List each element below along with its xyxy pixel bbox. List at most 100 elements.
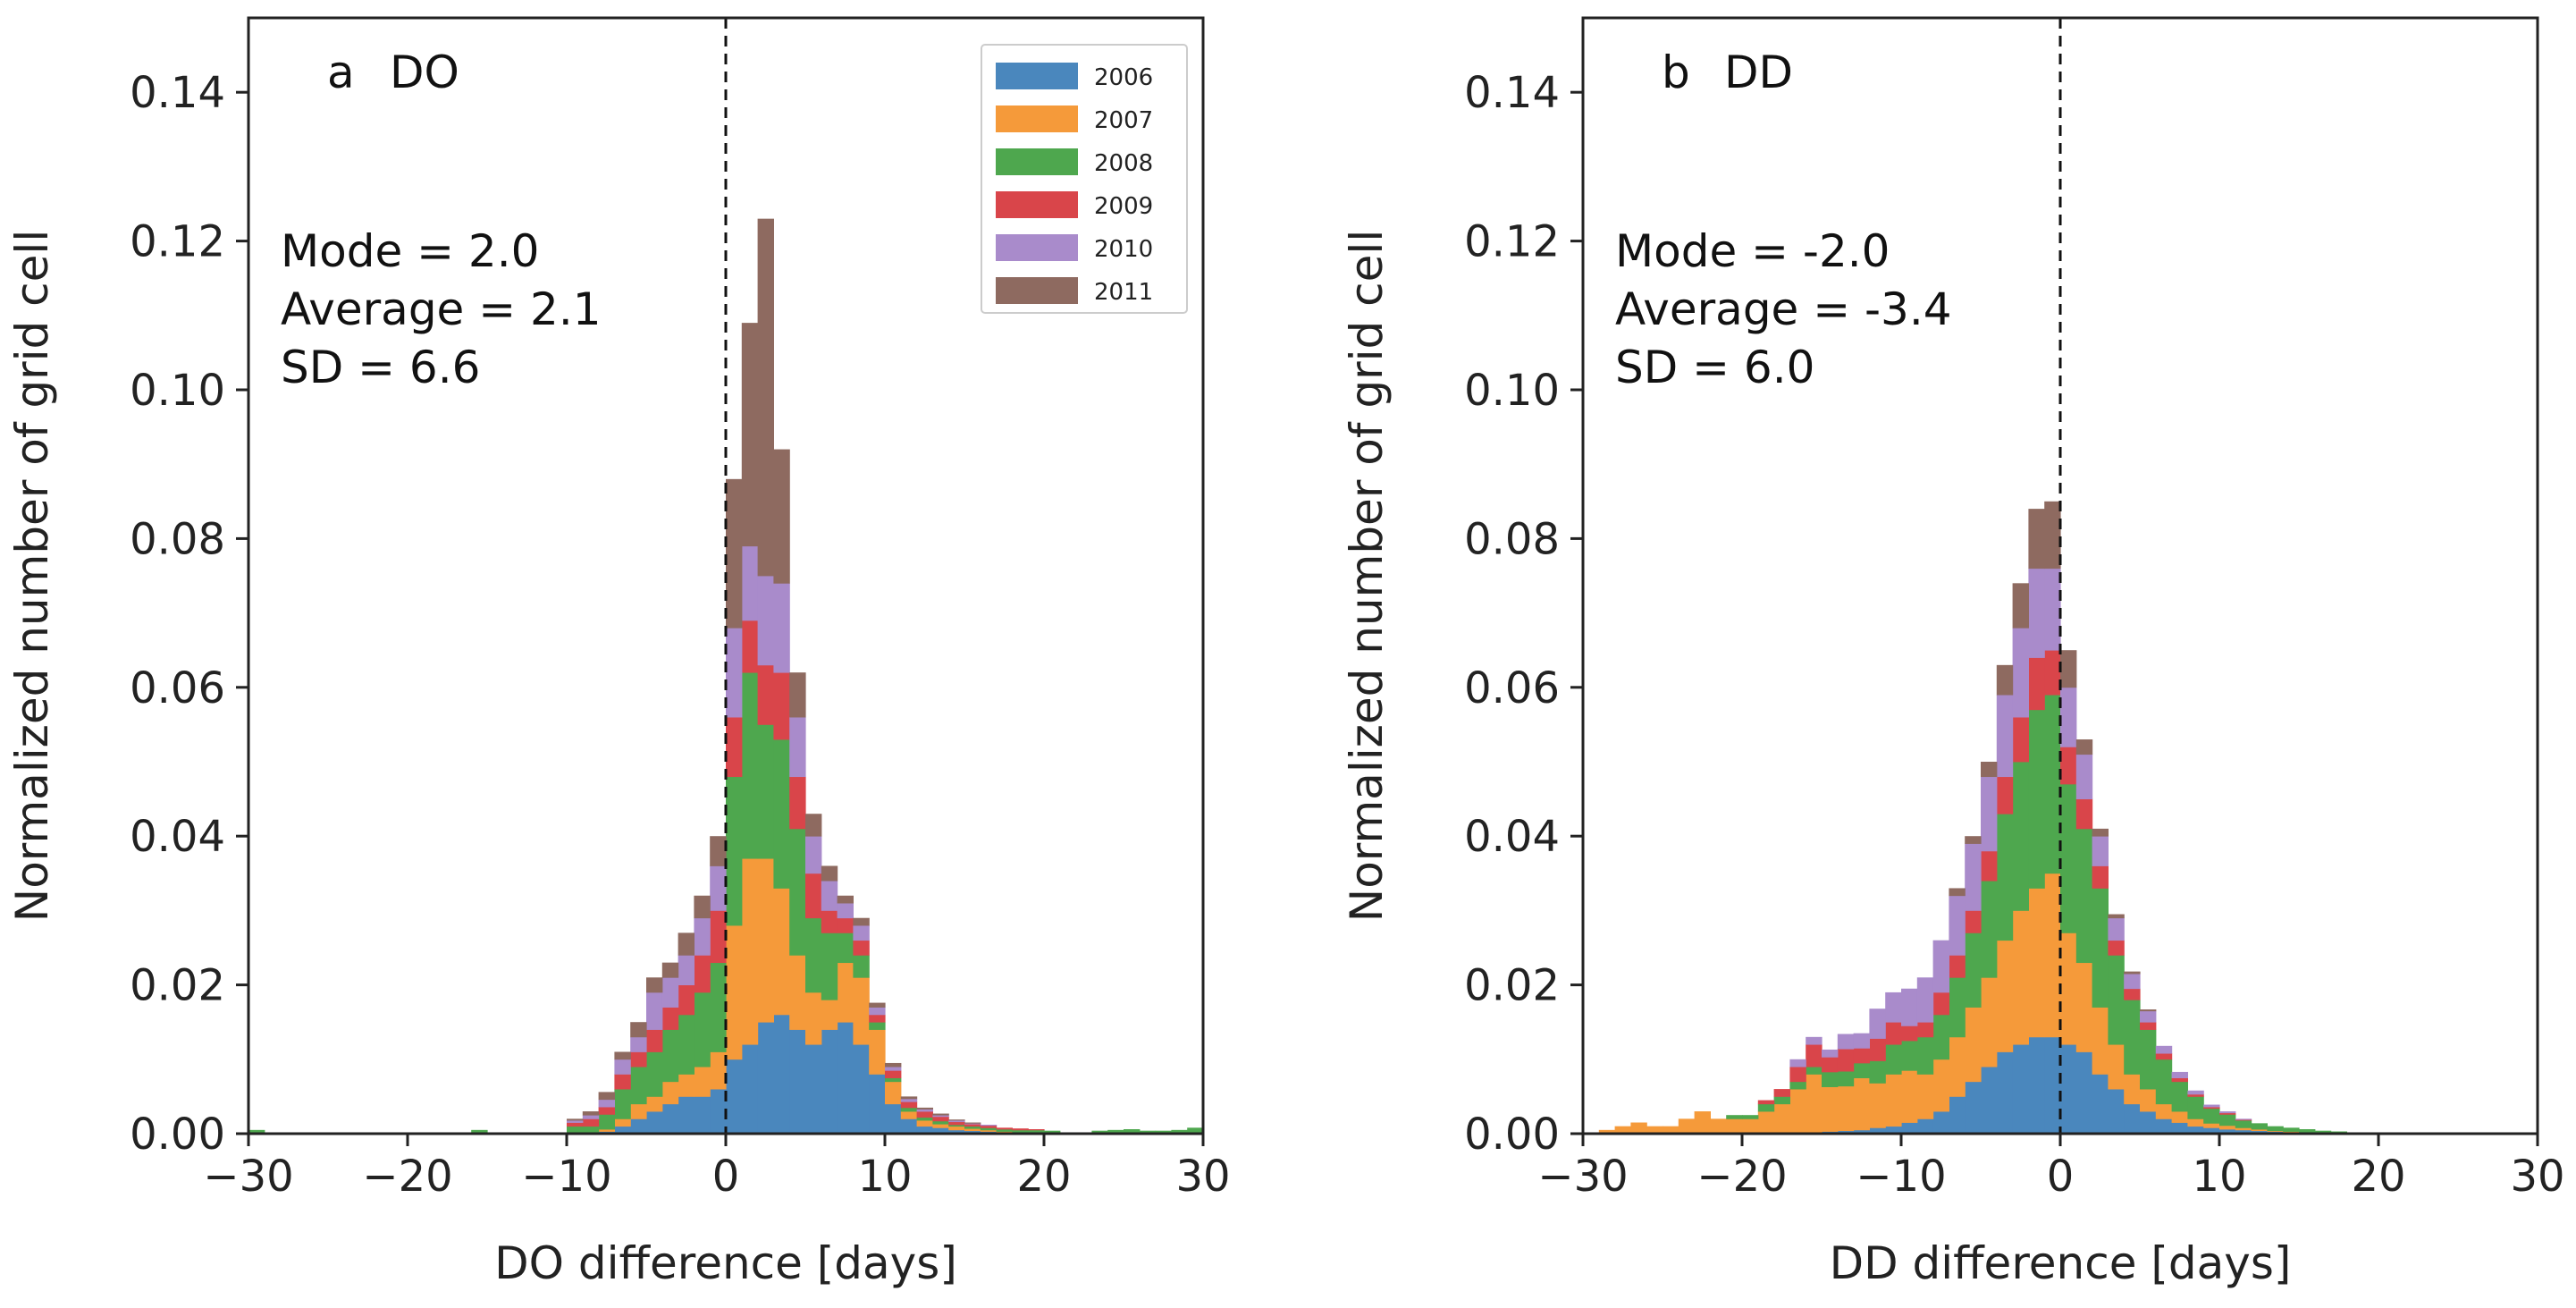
- x-tick-label: 20: [1016, 1152, 1071, 1202]
- bar-2007-bin--22: [1710, 1118, 1727, 1135]
- bar-2009-bin--3: [678, 984, 695, 1016]
- bar-2009-bin--13: [1853, 1048, 1870, 1064]
- bar-2009-bin--3: [2012, 717, 2029, 763]
- bar-2011-bin-5: [2140, 1009, 2157, 1012]
- bar-2006-bin--7: [1949, 1096, 1966, 1135]
- bar-2008-bin--5: [646, 1051, 663, 1097]
- bar-2008-bin--13: [1853, 1062, 1870, 1078]
- bar-2011-bin-12: [916, 1107, 933, 1110]
- bar-2007-bin--7: [614, 1118, 631, 1127]
- bar-2008-bin-2: [757, 724, 774, 859]
- x-tick-label: 10: [2192, 1152, 2246, 1202]
- bar-2009-bin-10: [2219, 1112, 2236, 1115]
- bar-2008-bin-12: [2251, 1123, 2268, 1130]
- bar-2010-bin--3: [678, 955, 695, 985]
- bar-2011-bin-1: [2075, 739, 2093, 755]
- bar-2011-bin-10: [885, 1062, 902, 1067]
- bar-2011-bin--6: [630, 1022, 647, 1038]
- bar-2011-bin--10: [567, 1118, 584, 1121]
- bar-2006-bin-8: [853, 1044, 870, 1135]
- bar-2009-bin-11: [900, 1101, 918, 1109]
- bar-2006-bin-11: [900, 1118, 918, 1135]
- bar-2008-bin-3: [2108, 955, 2125, 1045]
- bar-2008-bin-1: [741, 672, 759, 859]
- bar-2009-bin-18: [1012, 1128, 1029, 1131]
- bar-2006-bin-1: [2075, 1051, 2093, 1135]
- bar-2010-bin-8: [853, 925, 870, 941]
- bar-2009-bin-5: [805, 873, 822, 919]
- bar-2006-bin--5: [1981, 1067, 1998, 1135]
- bar-2008-bin--3: [678, 1014, 695, 1075]
- bar-2008-bin--7: [1949, 977, 1966, 1038]
- bar-2007-bin-12: [916, 1120, 933, 1127]
- bar-2011-bin-4: [2124, 971, 2141, 975]
- bar-2007-bin-5: [2140, 1089, 2157, 1112]
- bar-2009-bin--11: [1885, 1022, 1902, 1045]
- bar-2008-bin-11: [900, 1107, 918, 1112]
- bar-2006-bin--8: [1932, 1111, 1949, 1135]
- y-tick-label: 0.00: [130, 1110, 225, 1160]
- y-tick-label: 0.14: [130, 68, 225, 118]
- x-tick-label: −20: [1696, 1152, 1787, 1202]
- bar-2008-bin-2: [2092, 888, 2109, 1008]
- bar-2006-bin--5: [646, 1111, 663, 1135]
- bar-2010-bin--1: [2044, 568, 2061, 651]
- bar-2009-bin--15: [1822, 1057, 1839, 1073]
- legend-label-2011: 2011: [1094, 279, 1153, 306]
- stat-mode: Mode = -2.0: [1615, 225, 1890, 277]
- bar-2007-bin-7: [2171, 1111, 2188, 1123]
- bar-2011-bin-6: [821, 865, 838, 882]
- bar-2010-bin-13: [932, 1115, 949, 1118]
- bar-2011-bin-4: [789, 672, 806, 718]
- bar-2006-bin--4: [661, 1103, 679, 1135]
- y-tick-label: 0.00: [1464, 1110, 1560, 1160]
- legend-label-2008: 2008: [1094, 150, 1153, 177]
- bar-2010-bin-7: [837, 903, 854, 919]
- bar-2008-bin-29: [1187, 1127, 1204, 1135]
- bar-2009-bin--9: [1916, 1022, 1934, 1038]
- y-tick-label: 0.10: [130, 366, 225, 416]
- bar-2010-bin-16: [980, 1125, 998, 1127]
- bar-2008-bin--6: [1965, 932, 1982, 1008]
- bar-2006-bin-2: [757, 1022, 774, 1135]
- bar-2007-bin-4: [789, 955, 806, 1030]
- bar-2008-bin--15: [1822, 1071, 1839, 1087]
- y-tick-label: 0.04: [130, 812, 225, 862]
- bar-2010-bin--8: [1932, 940, 1949, 993]
- bar-2006-bin-6: [2155, 1118, 2173, 1135]
- bar-2008-bin--7: [614, 1089, 631, 1119]
- bar-2006-bin--9: [1916, 1118, 1934, 1135]
- bar-2009-bin-0: [2060, 747, 2077, 785]
- bar-2011-bin-0: [2060, 650, 2077, 688]
- legend-swatch-2011: [996, 277, 1078, 304]
- bar-2006-bin-11: [2235, 1129, 2252, 1135]
- bar-2007-bin-6: [821, 1000, 838, 1030]
- bar-2011-bin-7: [837, 895, 854, 904]
- bar-2008-bin--4: [1996, 814, 2014, 941]
- bar-2008-bin-14: [948, 1125, 965, 1127]
- bar-2008-bin-10: [885, 1077, 902, 1083]
- bar-2010-bin--9: [1916, 977, 1934, 1023]
- bar-2011-bin--5: [646, 977, 663, 993]
- bar-2008-bin--16: [471, 1129, 488, 1135]
- bar-2006-bin-7: [2171, 1122, 2188, 1135]
- x-tick-label: 0: [712, 1152, 740, 1202]
- bar-2008-bin-19: [1028, 1129, 1045, 1133]
- bar-2009-bin-5: [2140, 1022, 2157, 1030]
- bar-2009-bin--4: [661, 1007, 679, 1030]
- bar-2009-bin-1: [741, 620, 759, 673]
- legend-label-2010: 2010: [1094, 236, 1153, 263]
- bar-2008-bin-13: [932, 1120, 949, 1125]
- bar-2009-bin--8: [1932, 992, 1949, 1016]
- x-tick-label: −10: [521, 1152, 611, 1202]
- bar-2008-bin-0: [726, 776, 743, 926]
- bar-2008-bin-15: [2299, 1129, 2316, 1133]
- bar-2007-bin-5: [805, 992, 822, 1045]
- bar-2011-bin--3: [2012, 583, 2029, 629]
- bar-2009-bin--4: [1996, 776, 2014, 814]
- bar-2006-bin--1: [710, 1089, 727, 1135]
- bar-2008-bin--3: [2012, 762, 2029, 911]
- bar-2008-bin--17: [1789, 1081, 1806, 1090]
- bar-2009-bin--7: [614, 1074, 631, 1090]
- bar-2007-bin-0: [726, 925, 743, 1060]
